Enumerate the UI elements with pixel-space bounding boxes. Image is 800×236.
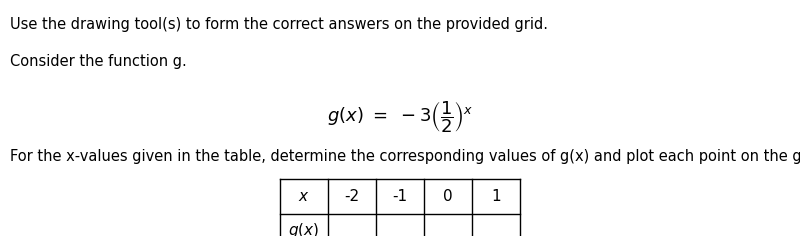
Text: $g(x)\ =\ -3\left(\dfrac{1}{2}\right)^{x}$: $g(x)\ =\ -3\left(\dfrac{1}{2}\right)^{x… xyxy=(326,99,474,135)
Text: -1: -1 xyxy=(393,189,407,204)
Text: -2: -2 xyxy=(345,189,359,204)
Text: Consider the function g.: Consider the function g. xyxy=(10,54,186,69)
Text: $g(x)$: $g(x)$ xyxy=(288,221,320,236)
Text: $x$: $x$ xyxy=(298,189,310,204)
Text: 1: 1 xyxy=(491,189,501,204)
Text: For the x-values given in the table, determine the corresponding values of g(x) : For the x-values given in the table, det… xyxy=(10,149,800,164)
Text: 0: 0 xyxy=(443,189,453,204)
Text: Use the drawing tool(s) to form the correct answers on the provided grid.: Use the drawing tool(s) to form the corr… xyxy=(10,17,547,32)
